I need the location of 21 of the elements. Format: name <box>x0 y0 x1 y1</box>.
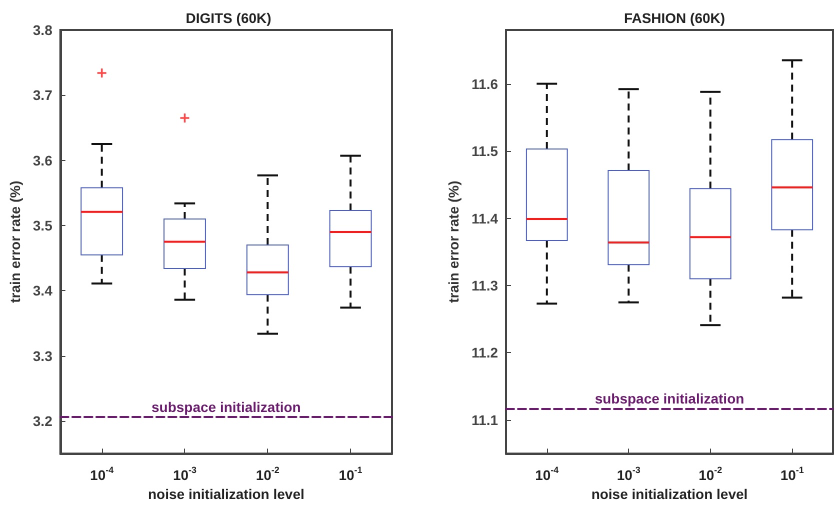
y-tick-label: 3.2 <box>32 413 53 430</box>
y-tick-label: 3.8 <box>32 22 53 38</box>
y-tick-label: 11.5 <box>472 143 498 160</box>
y-tick-label: 11.1 <box>472 412 498 428</box>
y-axis-title: train error rate (%) <box>446 180 462 303</box>
y-tick-label: 3.3 <box>32 348 53 364</box>
chart-title: FASHION (60K) <box>624 10 726 26</box>
y-tick-label: 3.6 <box>32 152 53 168</box>
y-tick-label: 3.7 <box>32 87 53 104</box>
y-axis-title: train error rate (%) <box>7 180 23 303</box>
y-tick-label: 11.3 <box>472 278 498 294</box>
ref-line-label: subspace initialization <box>151 399 301 416</box>
x-axis-title: noise initialization level <box>148 486 304 502</box>
y-tick-label: 3.5 <box>32 218 53 234</box>
y-tick-label: 11.6 <box>472 76 498 92</box>
y-tick-label: 11.4 <box>472 210 498 226</box>
y-tick-label: 11.2 <box>472 344 498 361</box>
x-axis-title: noise initialization level <box>591 486 748 502</box>
ref-line-label: subspace initialization <box>594 390 744 407</box>
y-tick-label: 3.4 <box>32 282 53 299</box>
chart-title: DIGITS (60K) <box>186 10 272 26</box>
